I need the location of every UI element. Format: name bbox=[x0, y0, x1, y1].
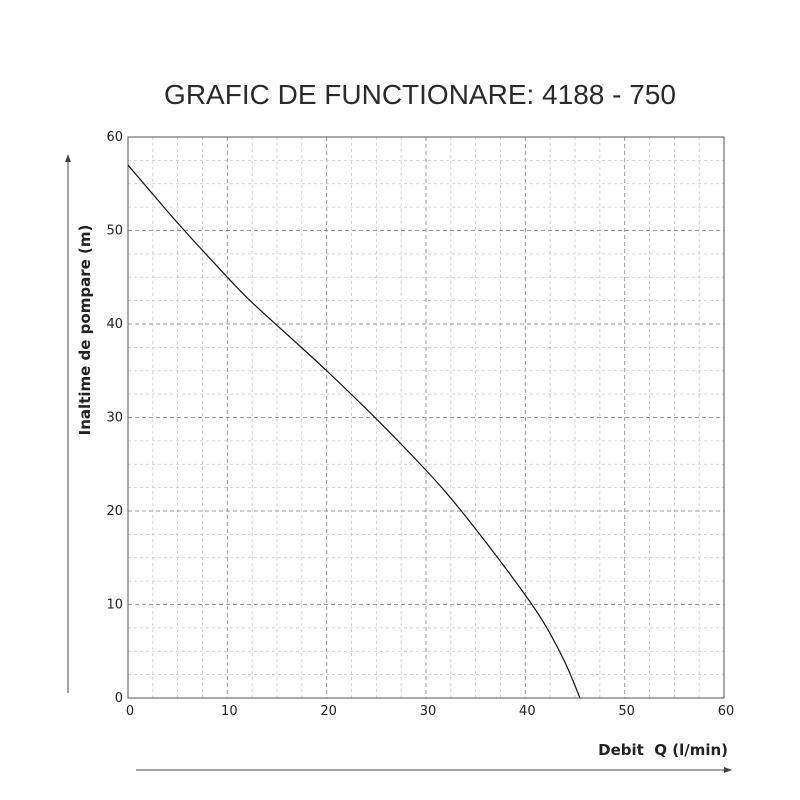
x-axis-label: Debit Q (l/min) bbox=[598, 741, 728, 759]
y-tick-label: 30 bbox=[106, 411, 123, 426]
y-tick-label: 0 bbox=[115, 691, 123, 706]
x-axis-arrow-head bbox=[724, 767, 732, 773]
grid bbox=[127, 136, 725, 699]
y-axis-label: Inaltime de pompare (m) bbox=[76, 225, 94, 436]
chart-title: GRAFIC DE FUNCTIONARE: 4188 - 750 bbox=[164, 79, 676, 110]
x-tick-label: 40 bbox=[519, 704, 536, 719]
x-tick-label: 60 bbox=[718, 704, 735, 719]
y-tick-label: 50 bbox=[106, 224, 123, 239]
series-line bbox=[127, 164, 581, 699]
plot-frame bbox=[127, 136, 725, 699]
y-tick-label: 40 bbox=[106, 317, 123, 332]
y-tick-label: 60 bbox=[106, 130, 123, 145]
x-tick-label: 0 bbox=[126, 704, 134, 719]
tick-labels: 0 10 20 30 40 50 60 0 10 20 30 40 50 60 bbox=[106, 130, 734, 719]
y-axis-arrow-head bbox=[65, 154, 71, 162]
x-tick-label: 50 bbox=[618, 704, 635, 719]
x-tick-label: 20 bbox=[320, 704, 337, 719]
y-tick-label: 20 bbox=[106, 504, 123, 519]
y-tick-label: 10 bbox=[106, 598, 123, 613]
x-tick-label: 10 bbox=[221, 704, 238, 719]
x-tick-label: 30 bbox=[420, 704, 437, 719]
